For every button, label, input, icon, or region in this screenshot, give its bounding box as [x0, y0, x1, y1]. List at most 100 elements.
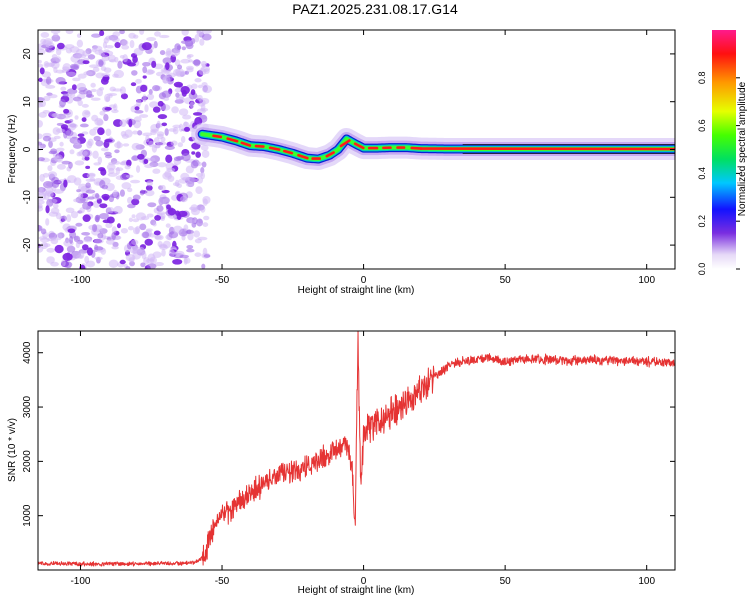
- noise-blob: [51, 34, 61, 42]
- noise-blob: [112, 189, 118, 198]
- spectrogram-x-ticks: -100 -50 0 50 100: [70, 30, 655, 286]
- noise-blob: [121, 44, 130, 50]
- noise-blob: [47, 171, 58, 179]
- noise-blob: [91, 33, 99, 38]
- noise-blob: [185, 181, 194, 188]
- noise-blob: [113, 69, 125, 79]
- noise-blob: [137, 153, 145, 160]
- noise-blob: [111, 109, 119, 114]
- noise-blob: [119, 259, 126, 265]
- noise-blob: [184, 39, 194, 47]
- noise-blob: [75, 196, 86, 204]
- noise-blob: [196, 176, 204, 184]
- noise-blob: [134, 106, 140, 111]
- noise-blob: [148, 140, 154, 148]
- noise-blob: [173, 81, 183, 88]
- noise-blob: [108, 259, 119, 268]
- noise-blob: [186, 244, 194, 250]
- noise-blob: [121, 39, 129, 46]
- noise-blob: [65, 207, 75, 214]
- noise-blob: [201, 263, 206, 269]
- noise-blob: [190, 160, 199, 169]
- noise-blob: [81, 117, 87, 122]
- noise-blob: [186, 53, 194, 58]
- noise-blob: [149, 256, 157, 264]
- noise-blob: [102, 75, 109, 82]
- noise-blob: [140, 84, 148, 93]
- noise-blob: [142, 94, 147, 103]
- noise-blob: [66, 71, 77, 77]
- noise-blob: [38, 199, 45, 205]
- noise-blob: [94, 256, 103, 261]
- noise-blob: [108, 93, 113, 98]
- noise-blob: [201, 85, 213, 94]
- noise-blob: [178, 108, 189, 116]
- noise-blob: [38, 59, 42, 64]
- ridge-core-segment: [339, 139, 351, 148]
- noise-blob: [189, 219, 197, 224]
- noise-blob: [95, 193, 100, 199]
- noise-blob: [78, 149, 88, 157]
- noise-blob: [108, 195, 115, 203]
- noise-blob: [183, 224, 189, 232]
- noise-blob: [156, 205, 164, 212]
- noise-blob: [74, 115, 79, 120]
- noise-blob: [202, 222, 209, 227]
- figure-title: PAZ1.2025.231.08.17.G14: [292, 1, 458, 17]
- noise-blob: [61, 115, 71, 119]
- noise-blob: [203, 254, 211, 258]
- snr-x-tick-label: 100: [638, 576, 655, 587]
- noise-blob: [96, 88, 104, 97]
- noise-blob: [116, 223, 121, 229]
- noise-blob: [177, 210, 188, 217]
- noise-blob: [89, 128, 97, 136]
- noise-blob: [60, 124, 69, 130]
- noise-blob: [171, 106, 179, 114]
- noise-blob: [203, 215, 210, 221]
- noise-blob: [75, 222, 83, 227]
- noise-blob: [38, 63, 44, 68]
- noise-blob: [59, 141, 64, 147]
- snr-x-label: Height of straight line (km): [298, 585, 415, 596]
- noise-blob: [191, 151, 196, 155]
- ridge-core-segment: [283, 149, 294, 155]
- noise-blob: [39, 100, 46, 108]
- colorbar-label: Normalized spectral amplitude: [737, 81, 748, 216]
- noise-blob: [201, 149, 210, 158]
- snr-y-tick-label: 2000: [22, 450, 33, 473]
- noise-blob: [194, 34, 200, 43]
- noise-blob: [65, 30, 74, 35]
- colorbar-ticks: 0.0 0.2 0.4 0.6 0.8: [697, 72, 740, 275]
- colorbar-tick-label: 0.4: [697, 167, 707, 180]
- noise-blob: [120, 227, 128, 234]
- spectrogram-y-label: Frequency (Hz): [7, 115, 18, 184]
- noise-blob: [56, 42, 65, 50]
- noise-blob: [112, 160, 121, 165]
- noise-blob: [53, 189, 64, 194]
- noise-blob: [197, 84, 203, 89]
- noise-blob: [132, 194, 141, 201]
- noise-blob: [38, 157, 45, 162]
- noise-blob: [45, 205, 50, 214]
- noise-blob: [186, 229, 192, 235]
- noise-blob: [156, 120, 161, 129]
- noise-blob: [154, 31, 161, 37]
- noise-blob: [193, 230, 201, 238]
- noise-blob: [168, 249, 175, 257]
- spectrogram-y-tick-label: 10: [22, 96, 33, 108]
- noise-blob: [82, 60, 90, 65]
- noise-blob: [111, 231, 116, 241]
- noise-blob: [69, 46, 80, 53]
- noise-blob: [157, 162, 167, 168]
- noise-blob: [82, 214, 91, 223]
- noise-blob: [39, 173, 45, 182]
- noise-blob: [47, 165, 53, 172]
- noise-blob: [199, 107, 209, 112]
- snr-x-tick-label: 50: [500, 576, 512, 587]
- noise-blob: [121, 182, 132, 190]
- noise-blob: [162, 172, 173, 180]
- noise-blob: [97, 232, 104, 239]
- noise-blob: [183, 126, 191, 132]
- noise-blob: [184, 257, 191, 264]
